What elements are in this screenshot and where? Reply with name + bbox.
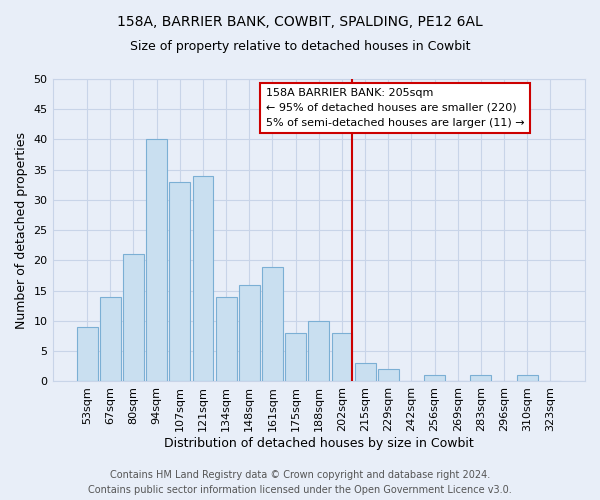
- Bar: [517, 376, 538, 382]
- Bar: [308, 321, 329, 382]
- Bar: [262, 266, 283, 382]
- Bar: [216, 297, 236, 382]
- Bar: [332, 333, 352, 382]
- Bar: [123, 254, 144, 382]
- Bar: [470, 376, 491, 382]
- Text: 158A BARRIER BANK: 205sqm
← 95% of detached houses are smaller (220)
5% of semi-: 158A BARRIER BANK: 205sqm ← 95% of detac…: [266, 88, 524, 128]
- Bar: [193, 176, 214, 382]
- Bar: [378, 370, 398, 382]
- Bar: [355, 364, 376, 382]
- Text: Size of property relative to detached houses in Cowbit: Size of property relative to detached ho…: [130, 40, 470, 53]
- Y-axis label: Number of detached properties: Number of detached properties: [15, 132, 28, 328]
- Bar: [146, 140, 167, 382]
- Text: Contains HM Land Registry data © Crown copyright and database right 2024.
Contai: Contains HM Land Registry data © Crown c…: [88, 470, 512, 495]
- X-axis label: Distribution of detached houses by size in Cowbit: Distribution of detached houses by size …: [164, 437, 473, 450]
- Text: 158A, BARRIER BANK, COWBIT, SPALDING, PE12 6AL: 158A, BARRIER BANK, COWBIT, SPALDING, PE…: [117, 15, 483, 29]
- Bar: [77, 327, 98, 382]
- Bar: [239, 284, 260, 382]
- Bar: [285, 333, 306, 382]
- Bar: [100, 297, 121, 382]
- Bar: [169, 182, 190, 382]
- Bar: [424, 376, 445, 382]
